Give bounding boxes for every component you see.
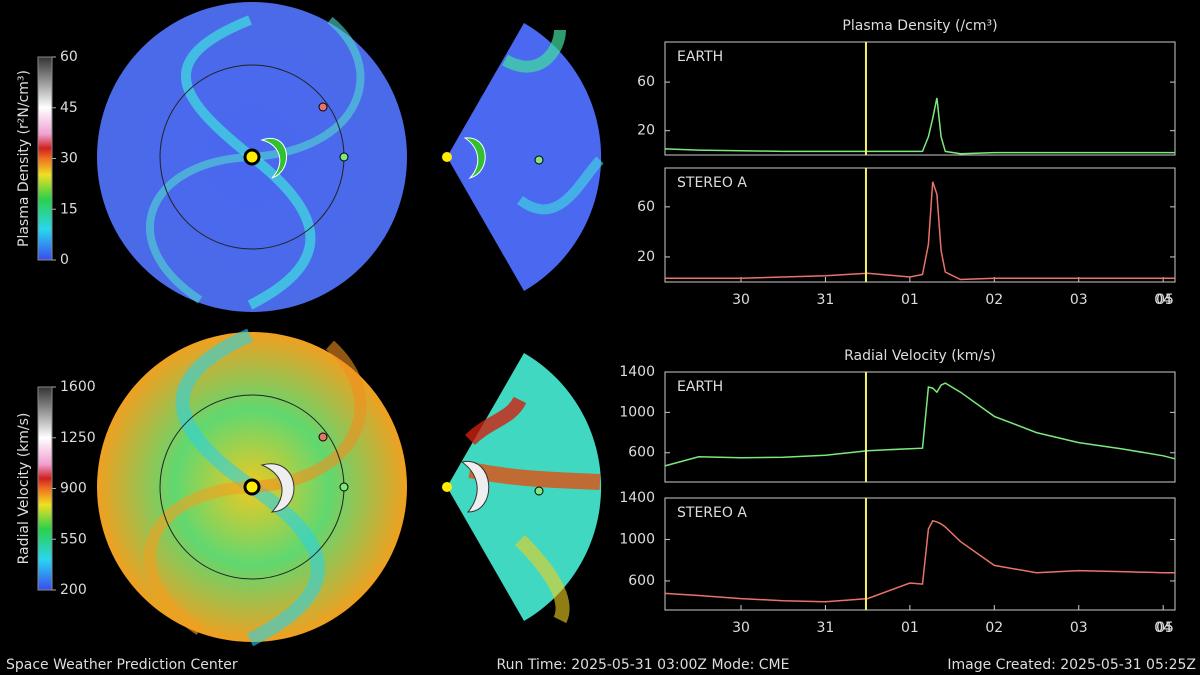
x-tick-label: 05: [1156, 292, 1174, 308]
colorbar-tick-label: 1250: [60, 430, 96, 446]
x-tick-label: 04: [1154, 292, 1172, 308]
velocity-disk: [97, 328, 407, 647]
y-tick-label: 60: [637, 74, 655, 90]
x-tick-label: 03: [1070, 620, 1088, 636]
x-tick-label: 02: [985, 292, 1003, 308]
plot-frame: [664, 41, 1176, 156]
colorbar-title: Plasma Density (r²N/cm³): [16, 70, 32, 247]
data-line: [665, 181, 1175, 281]
colorbar-tick-label: 550: [60, 531, 87, 547]
x-tick-label: 30: [732, 620, 750, 636]
y-tick-label: 20: [637, 249, 655, 265]
colorbar-tick-label: 45: [60, 100, 78, 116]
y-tick-label: 1400: [619, 364, 655, 380]
y-tick-label: 60: [637, 199, 655, 215]
colorbar-tick-label: 60: [60, 49, 78, 65]
chart-title: Radial Velocity (km/s): [844, 348, 996, 364]
colorbar: [37, 56, 53, 261]
footer-left: Space Weather Prediction Center: [6, 657, 238, 673]
panel-label: EARTH: [677, 379, 723, 395]
x-tick-label: 01: [901, 620, 919, 636]
y-tick-label: 20: [637, 123, 655, 139]
x-tick-label: 03: [1070, 292, 1088, 308]
density-wedge: [442, 23, 604, 291]
colorbar-title: Radial Velocity (km/s): [16, 413, 32, 565]
velocity-wedge: [442, 353, 602, 624]
y-tick-label: 1000: [619, 404, 655, 420]
y-tick-label: 1000: [619, 531, 655, 547]
x-tick-label: 05: [1156, 620, 1174, 636]
plot-frame: [664, 371, 1176, 483]
colorbar-tick-label: 200: [60, 582, 87, 598]
chart-title: Plasma Density (/cm³): [842, 18, 997, 34]
colorbar-tick-label: 0: [60, 252, 69, 268]
plot-frame: [664, 167, 1176, 283]
data-line: [664, 97, 1175, 155]
y-tick-label: 600: [628, 573, 655, 589]
density-disk: [97, 2, 407, 312]
panel-label: EARTH: [677, 49, 723, 65]
plot-frame: [664, 497, 1176, 611]
y-tick-label: 600: [628, 445, 655, 461]
x-tick-label: 31: [817, 620, 835, 636]
footer-center: Run Time: 2025-05-31 03:00Z Mode: CME: [497, 657, 790, 673]
footer-right: Image Created: 2025-05-31 05:25Z: [947, 657, 1196, 673]
data-line: [664, 382, 1176, 467]
colorbar-tick-label: 15: [60, 201, 78, 217]
x-tick-label: 30: [732, 292, 750, 308]
colorbar-tick-label: 30: [60, 151, 78, 167]
panel-label: STEREO A: [677, 175, 747, 191]
x-tick-label: 31: [817, 292, 835, 308]
colorbar-tick-label: 1600: [60, 379, 96, 395]
x-tick-label: 04: [1154, 620, 1172, 636]
panel-label: STEREO A: [677, 505, 747, 521]
x-tick-label: 01: [901, 292, 919, 308]
colorbar: [37, 386, 53, 591]
x-tick-label: 02: [985, 620, 1003, 636]
y-tick-label: 1400: [619, 490, 655, 506]
colorbar-tick-label: 900: [60, 481, 87, 497]
data-line: [664, 519, 1175, 603]
